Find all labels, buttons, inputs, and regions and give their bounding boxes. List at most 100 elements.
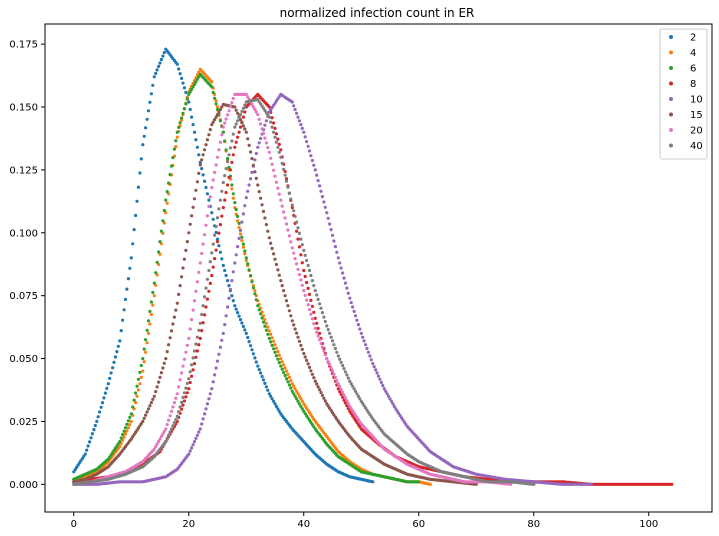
data-point: [320, 393, 324, 397]
data-point: [220, 338, 224, 342]
data-point: [139, 157, 143, 161]
data-point: [292, 104, 296, 108]
data-point: [213, 96, 217, 100]
data-point: [341, 271, 345, 275]
data-point: [269, 394, 273, 398]
data-point: [220, 105, 224, 109]
data-point: [165, 201, 169, 205]
data-point: [192, 197, 197, 201]
data-point: [273, 343, 277, 347]
data-point: [205, 138, 209, 142]
data-point: [151, 83, 155, 87]
data-point: [306, 263, 310, 268]
data-point: [302, 289, 306, 293]
data-point: [203, 233, 207, 237]
data-point: [369, 358, 373, 362]
data-point: [289, 314, 293, 318]
data-point: [244, 256, 248, 260]
legend-marker-20: [669, 128, 673, 132]
data-point: [318, 184, 322, 188]
data-point: [169, 329, 174, 333]
data-point: [145, 117, 149, 121]
data-point: [307, 149, 312, 153]
data-point: [136, 377, 140, 381]
data-point: [312, 310, 316, 314]
data-point: [214, 224, 218, 229]
data-point: [299, 237, 303, 241]
data-point: [168, 414, 172, 418]
data-point: [302, 248, 306, 252]
data-point: [237, 130, 241, 134]
data-point: [300, 126, 304, 130]
data-point: [306, 303, 310, 307]
data-point: [280, 284, 284, 288]
data-point: [105, 386, 109, 390]
data-point: [211, 120, 215, 124]
data-point: [93, 423, 97, 428]
data-point: [214, 248, 218, 252]
data-point: [182, 391, 186, 395]
data-point: [228, 287, 232, 291]
data-point: [316, 385, 320, 389]
data-point: [345, 286, 349, 290]
data-point: [177, 292, 181, 296]
data-point: [297, 231, 301, 235]
data-point: [283, 373, 287, 378]
x-tick-label: 40: [297, 519, 310, 530]
data-point: [374, 368, 378, 372]
data-point: [310, 317, 314, 321]
data-point: [417, 480, 421, 484]
data-point: [129, 419, 133, 423]
data-point: [230, 139, 234, 143]
data-point: [266, 229, 270, 233]
data-point: [264, 223, 268, 227]
data-point: [276, 145, 280, 149]
data-point: [125, 287, 129, 291]
data-point: [305, 358, 309, 362]
data-point: [332, 239, 336, 243]
data-point: [240, 220, 244, 224]
data-point: [335, 379, 339, 383]
data-point: [134, 391, 138, 395]
data-point: [220, 214, 224, 218]
data-point: [190, 214, 194, 218]
data-point: [224, 148, 228, 152]
data-point: [221, 331, 225, 335]
data-point: [249, 177, 253, 181]
data-point: [474, 482, 478, 486]
data-point: [241, 245, 245, 249]
data-point: [282, 363, 286, 367]
data-point: [192, 82, 197, 86]
data-point: [297, 394, 301, 398]
data-point: [159, 229, 163, 233]
data-point: [191, 356, 195, 360]
data-point: [256, 183, 260, 187]
data-point: [244, 196, 248, 200]
data-point: [292, 251, 296, 255]
data-point: [277, 142, 281, 146]
data-point: [332, 372, 336, 376]
data-point: [126, 277, 130, 281]
data-point: [178, 405, 182, 409]
data-point: [204, 286, 208, 290]
data-point: [174, 396, 178, 400]
data-point: [218, 198, 222, 202]
data-point: [188, 370, 192, 374]
data-point: [345, 399, 349, 403]
data-point: [246, 335, 250, 340]
data-point: [181, 403, 185, 407]
data-point: [277, 273, 281, 277]
data-point: [284, 222, 289, 226]
data-point: [129, 256, 133, 260]
data-point: [305, 298, 309, 302]
data-point: [226, 157, 230, 161]
series-10: [72, 92, 593, 486]
series-40: [72, 97, 536, 486]
data-point: [244, 92, 248, 96]
data-point: [185, 97, 189, 101]
data-point: [164, 440, 168, 444]
data-point: [213, 170, 217, 174]
data-point: [269, 156, 273, 160]
data-point: [335, 250, 339, 254]
data-point: [267, 336, 271, 340]
